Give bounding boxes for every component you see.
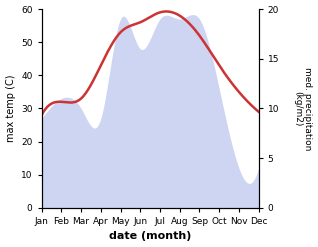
X-axis label: date (month): date (month): [109, 231, 191, 242]
Y-axis label: med. precipitation
(kg/m2): med. precipitation (kg/m2): [293, 67, 313, 150]
Y-axis label: max temp (C): max temp (C): [5, 75, 16, 142]
